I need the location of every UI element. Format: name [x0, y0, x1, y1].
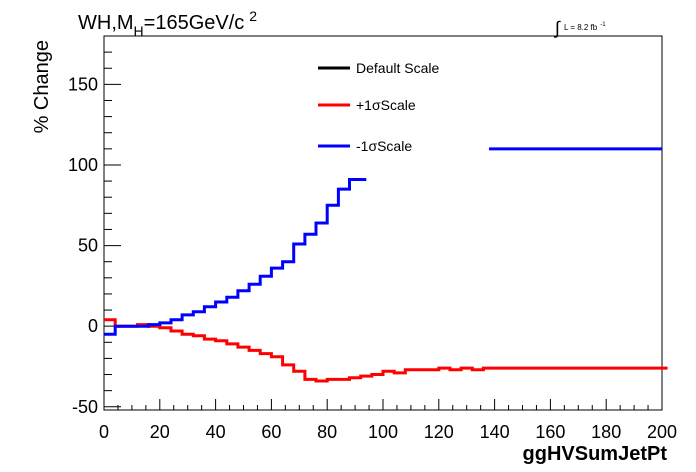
legend-label-plus: +1σScale [356, 97, 416, 113]
x-tick-label: 20 [150, 422, 170, 442]
legend-label-default: Default Scale [356, 60, 439, 76]
x-tick-label: 40 [206, 422, 226, 442]
y-tick-label: 50 [78, 236, 98, 256]
legend-label-minus: -1σScale [356, 138, 412, 154]
x-tick-label: 200 [647, 422, 677, 442]
x-axis-label: ggHVSumJetPt [523, 443, 668, 465]
y-tick-label: 150 [68, 74, 98, 94]
lumi-text: L = 8.2 fb [564, 23, 598, 32]
x-tick-label: 140 [480, 422, 510, 442]
chart-title: WH,MH=165GeV/c 2 [78, 8, 257, 39]
title-main: WH,M [78, 12, 134, 34]
x-tick-label: 160 [535, 422, 565, 442]
y-tick-label: 100 [68, 155, 98, 175]
x-tick-label: 180 [591, 422, 621, 442]
title-subscript: H [134, 23, 144, 39]
lumi-superscript: -1 [600, 22, 606, 28]
x-tick-label: 100 [368, 422, 398, 442]
legend: Default Scale +1σScale -1σScale [318, 60, 439, 154]
integral-symbol: ∫ [553, 18, 561, 38]
x-tick-label: 80 [317, 422, 337, 442]
x-tick-label: 0 [99, 422, 109, 442]
x-tick-label: 120 [424, 422, 454, 442]
series-line-1 [104, 318, 668, 383]
y-tick-label: 0 [88, 316, 98, 336]
x-tick-label: 60 [261, 422, 281, 442]
series-layer [104, 147, 668, 383]
y-tick-label: -50 [72, 397, 98, 417]
title-rest: =165GeV/c [144, 12, 245, 34]
lumi-label: ∫ L = 8.2 fb -1 [553, 18, 606, 38]
series-line-2 [104, 178, 367, 336]
y-axis-label: % Change [31, 40, 53, 133]
plot-frame [103, 35, 663, 411]
title-superscript: 2 [249, 8, 257, 24]
